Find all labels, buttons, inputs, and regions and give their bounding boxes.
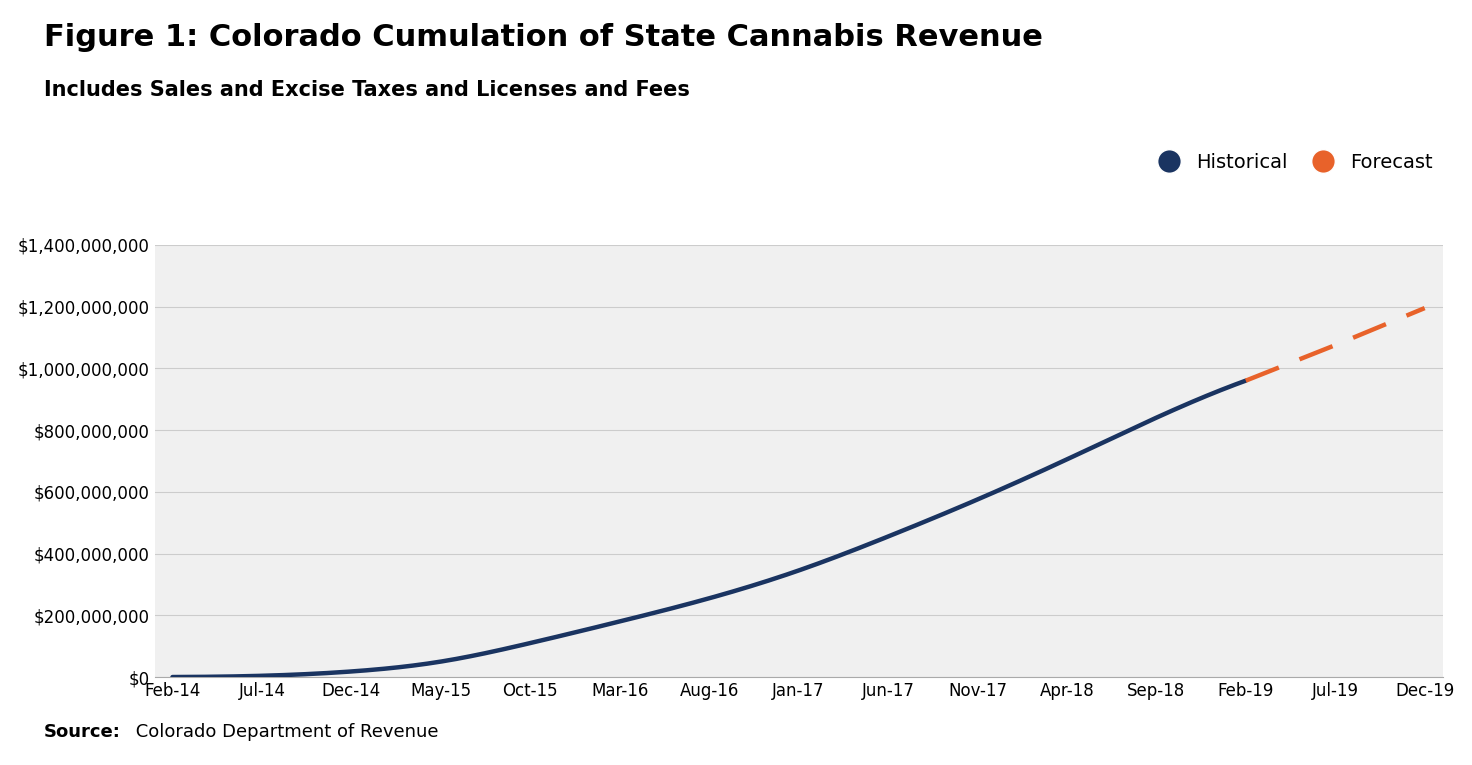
Text: Figure 1: Colorado Cumulation of State Cannabis Revenue: Figure 1: Colorado Cumulation of State C…	[44, 23, 1044, 52]
Text: Source:: Source:	[44, 722, 121, 741]
Legend: Historical, Forecast: Historical, Forecast	[1150, 153, 1432, 172]
Text: Colorado Department of Revenue: Colorado Department of Revenue	[130, 722, 439, 741]
Text: Includes Sales and Excise Taxes and Licenses and Fees: Includes Sales and Excise Taxes and Lice…	[44, 80, 690, 100]
